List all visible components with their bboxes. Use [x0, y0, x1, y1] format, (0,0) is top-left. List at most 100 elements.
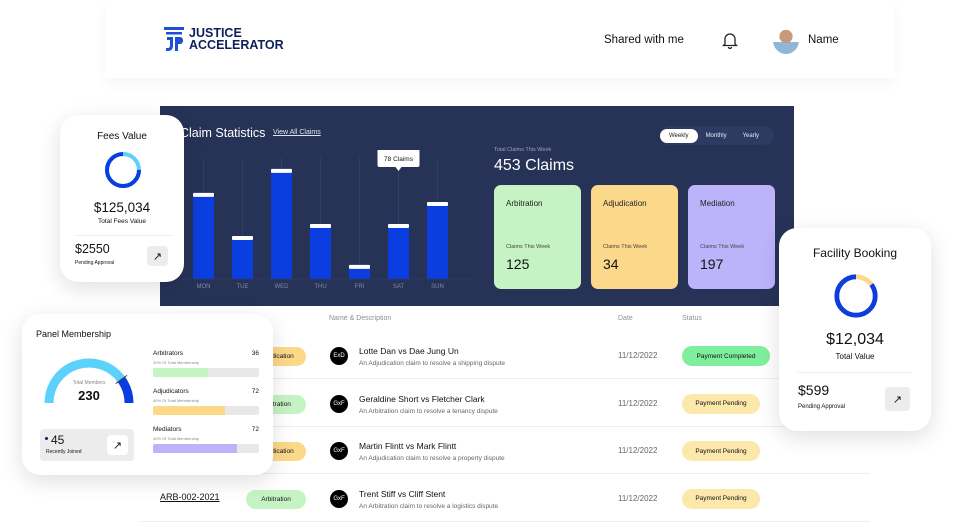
adjudication-card[interactable]: Adjudication Claims This Week 34	[591, 185, 678, 289]
claim-description: An Adjudication claim to resolve a shipp…	[359, 360, 505, 367]
bar-sat[interactable]	[388, 223, 409, 279]
divider	[797, 372, 912, 373]
claim-type-pill: Arbitration	[246, 489, 306, 509]
tooltip-box	[377, 150, 420, 167]
bar-cap	[232, 235, 253, 240]
shared-with-me-link[interactable]: Shared with me	[604, 34, 684, 46]
bar-cap	[427, 202, 448, 207]
recent-label: Recently Joined	[46, 449, 82, 455]
claim-date: 11/12/2022	[618, 493, 658, 503]
fees-pending-label: Pending Approval	[75, 260, 115, 266]
gauge-label: Total Members	[72, 380, 106, 386]
facility-total-value: $12,034	[826, 331, 884, 348]
x-tick-label: THU	[314, 284, 326, 290]
role-progress-fill	[153, 444, 237, 453]
members-gauge	[44, 358, 134, 404]
bar-mon[interactable]	[193, 192, 214, 279]
col-status-header: Status	[682, 315, 702, 322]
x-tick-label: SUN	[431, 284, 444, 290]
fees-donut-chart	[105, 152, 141, 188]
role-count: 72	[251, 426, 259, 433]
bar-cap	[349, 264, 370, 269]
recent-value: 45	[51, 433, 65, 447]
period-yearly[interactable]: Yearly	[742, 132, 760, 139]
gauge-needle	[115, 374, 128, 385]
card-title: Arbitration	[506, 199, 543, 208]
facility-pending-value: $599	[798, 382, 830, 398]
role-progress-bar	[153, 406, 259, 415]
status-badge: Payment Pending	[682, 488, 760, 509]
role-progress-bar	[153, 444, 259, 453]
recently-joined-box: 45 Recently Joined ↗	[40, 429, 134, 461]
status-badge: Payment Completed	[682, 346, 770, 366]
period-weekly[interactable]: Weekly	[660, 128, 698, 143]
panel-membership-title: Panel Membership	[36, 329, 112, 339]
bar-sun[interactable]	[427, 202, 448, 279]
claim-description: An Adjudication claim to resolve a prope…	[359, 455, 505, 462]
claim-date: 11/12/2022	[618, 351, 658, 360]
claim-date: 11/12/2022	[618, 398, 658, 408]
facility-booking-card: Facility Booking $12,034 Total Value $59…	[779, 228, 931, 431]
arrow-up-right-icon: ↗	[152, 250, 163, 263]
claim-statistics-title: Claim Statistics	[180, 126, 266, 140]
brand-logo[interactable]: JUSTICE ACCELERATOR	[164, 27, 284, 51]
total-claims-label: Total Claims This Week	[494, 147, 552, 153]
top-header	[105, 0, 895, 78]
recent-open-button[interactable]: ↗	[107, 435, 128, 455]
role-progress-fill	[153, 406, 226, 415]
role-name: Adjudicators	[153, 388, 189, 395]
fees-pending-value: $2550	[75, 242, 110, 256]
user-avatar[interactable]	[773, 27, 799, 54]
fees-value-card: Fees Value $125,034 Total Fees Value $25…	[60, 115, 184, 282]
donut-value-arc	[834, 274, 878, 318]
x-tick-label: TUE	[237, 284, 249, 290]
card-sub: Claims This Week	[700, 244, 745, 250]
card-sub: Claims This Week	[603, 244, 648, 250]
role-count: 36	[251, 350, 259, 357]
arrow-up-right-icon: ↗	[112, 439, 123, 452]
arrow-up-right-icon: ↗	[892, 393, 903, 406]
bar-thu[interactable]	[310, 223, 331, 279]
x-tick-label: MON	[197, 284, 211, 290]
party-initials-avatar: GxF	[330, 489, 348, 508]
bar-tue[interactable]	[232, 235, 253, 279]
claim-name[interactable]: Trent Stiff vs Cliff Stent	[359, 488, 446, 499]
bell-icon[interactable]	[722, 31, 738, 49]
bar-cap	[193, 192, 214, 197]
user-name[interactable]: Name	[808, 34, 839, 46]
claim-name[interactable]: Geraldine Short vs Fletcher Clark	[359, 393, 485, 404]
role-progress-bar	[153, 368, 259, 377]
claim-date: 11/12/2022	[618, 446, 658, 455]
bar-cap	[388, 223, 409, 228]
claim-name[interactable]: Lotte Dan vs Dae Jung Un	[359, 346, 459, 356]
donut-value-arc	[105, 152, 141, 188]
fees-open-button[interactable]: ↗	[147, 246, 168, 266]
facility-total-label: Total Value	[835, 352, 875, 361]
table-row[interactable]: ARB-002-2021 Arbitration GxF Trent Stiff…	[140, 475, 870, 522]
mediation-card[interactable]: Mediation Claims This Week 197	[688, 185, 775, 289]
status-badge: Payment Pending	[682, 393, 760, 414]
fees-total-label: Total Fees Value	[98, 218, 146, 225]
dot-icon	[45, 437, 48, 440]
brand-line1: JUSTICE	[189, 26, 242, 40]
period-monthly[interactable]: Monthly	[705, 132, 727, 139]
brand-line2: ACCELERATOR	[189, 38, 284, 52]
role-sub: 20% Of Total Membership	[153, 360, 199, 365]
facility-open-button[interactable]: ↗	[885, 387, 910, 411]
justice-logo-icon	[164, 27, 184, 51]
claim-id[interactable]: ARB-002-2021	[160, 491, 220, 502]
gauge-remaining-arc	[117, 376, 134, 404]
tooltip-text: 78 Claims	[384, 156, 414, 163]
claims-bar-chart: MON TUE WED THU FRI SAT 78 Claims SUN	[180, 150, 470, 290]
role-adjudicators: Adjudicators 72 40% Of Total Membership	[153, 388, 259, 415]
party-initials-avatar: GxF	[330, 442, 348, 460]
role-arbitrators: Arbitrators 36 20% Of Total Membership	[153, 350, 259, 377]
claim-name[interactable]: Martin Flintt vs Mark Flintt	[359, 441, 457, 451]
x-tick-label: FRI	[355, 284, 365, 290]
arbitration-card[interactable]: Arbitration Claims This Week 125	[494, 185, 581, 289]
view-all-claims-link[interactable]: View All Claims	[273, 129, 321, 136]
tooltip-pointer	[395, 166, 402, 171]
bar-wed[interactable]	[271, 168, 292, 279]
facility-title: Facility Booking	[812, 246, 898, 260]
period-toggle: Weekly Monthly Yearly	[660, 126, 774, 145]
